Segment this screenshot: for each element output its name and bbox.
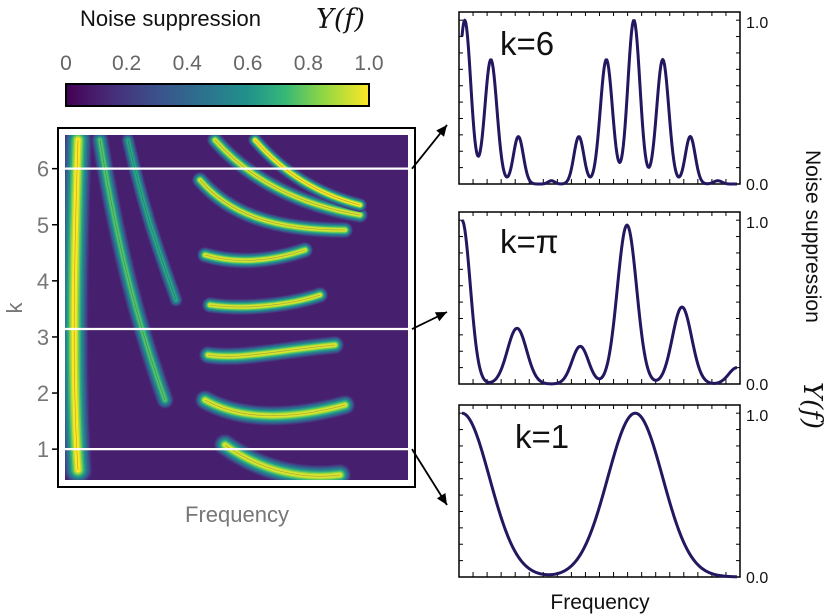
panel-frame bbox=[458, 404, 741, 578]
panel-k-label: k=1 bbox=[515, 418, 569, 455]
line-panels: 1.0 0.0 k=6 1.0 0.0 k=π 1.0 0.0 k=1 bbox=[458, 11, 768, 587]
colorbar-title: Noise suppression bbox=[80, 6, 261, 31]
panel-y-tick-label: 0.0 bbox=[746, 377, 768, 394]
heatmap-band bbox=[208, 293, 322, 309]
heatmap-band bbox=[253, 138, 362, 207]
highlighted-rows bbox=[65, 167, 408, 451]
line-x-label: Frequency bbox=[550, 591, 650, 614]
panel-y-tick-label: 1.0 bbox=[746, 408, 768, 425]
shared-y-label: Noise suppression Υ(f) bbox=[797, 150, 827, 429]
heatmap-contour bbox=[209, 294, 321, 308]
series-line bbox=[460, 219, 738, 386]
colorbar-title-math: Υ(f) bbox=[316, 4, 365, 35]
k-tick-label: 2 bbox=[37, 381, 49, 406]
panel-y-tick-label: 1.0 bbox=[746, 215, 768, 232]
colorbar-tick-label: 0.6 bbox=[233, 52, 262, 75]
heatmap-panel: 1 2 3 4 5 6 k Frequency bbox=[2, 127, 416, 527]
colorbar-tick-label: 0 bbox=[60, 52, 72, 75]
arrow-head bbox=[434, 312, 447, 322]
colorbar: Noise suppression Υ(f) 0 0.2 0.4 0.6 0.8 1.0 bbox=[60, 4, 384, 107]
heatmap-contour bbox=[204, 249, 306, 261]
shared-y-label-text: Noise suppression bbox=[801, 150, 824, 323]
heatmap-band bbox=[198, 178, 347, 232]
k-axis-ticks: 1 2 3 4 5 6 bbox=[37, 157, 58, 462]
heatmap-band bbox=[126, 138, 178, 302]
k-tick-label: 4 bbox=[37, 269, 49, 294]
k-tick-label: 3 bbox=[37, 325, 49, 350]
heatmap-contour bbox=[214, 139, 361, 216]
arrows bbox=[411, 124, 448, 506]
colorbar-tick-label: 0.2 bbox=[112, 52, 141, 75]
heatmap-contour bbox=[224, 444, 341, 477]
heatmap-band bbox=[71, 137, 81, 473]
heatmap-band bbox=[206, 343, 337, 359]
heatmap-x-label: Frequency bbox=[185, 502, 289, 527]
colorbar-gradient bbox=[65, 83, 370, 107]
heatmap-contour bbox=[127, 139, 177, 301]
panel-y-tick-label: 1.0 bbox=[746, 15, 768, 32]
heatmap-contour bbox=[204, 399, 346, 416]
heatmap-contour bbox=[73, 139, 79, 471]
colorbar-tick-label: 0.4 bbox=[173, 52, 203, 75]
panel-k-label: k=6 bbox=[500, 25, 554, 62]
k-axis-label: k bbox=[2, 302, 27, 314]
heatmap-band bbox=[203, 248, 307, 263]
k-tick-label: 6 bbox=[37, 157, 49, 182]
colorbar-tick-label: 0.8 bbox=[294, 52, 323, 75]
panel-frame bbox=[458, 11, 741, 185]
heatmap-band bbox=[213, 138, 362, 217]
heatmap-contour bbox=[99, 139, 166, 401]
arrow-head bbox=[436, 493, 447, 505]
colorbar-tick-label: 1.0 bbox=[354, 52, 383, 75]
panel-y-tick-label: 0.0 bbox=[746, 177, 768, 194]
heatmap-contour bbox=[199, 179, 346, 231]
line-panel-0: 1.0 0.0 k=6 bbox=[458, 11, 768, 194]
colorbar-tick-labels: 0 0.2 0.4 0.6 0.8 1.0 bbox=[60, 52, 383, 75]
k-tick-label: 1 bbox=[37, 437, 49, 462]
heatmap-lobes bbox=[65, 135, 368, 480]
heatmap-band bbox=[222, 442, 343, 479]
heatmap-contour bbox=[207, 344, 336, 357]
heatmap-band bbox=[98, 138, 167, 402]
panel-y-tick-label: 0.0 bbox=[746, 570, 768, 587]
series-line bbox=[460, 18, 738, 186]
k-tick-label: 5 bbox=[37, 213, 49, 238]
series-line bbox=[461, 411, 738, 579]
line-panel-1: 1.0 0.0 k=π bbox=[458, 211, 768, 394]
heatmap-contour bbox=[254, 139, 361, 206]
heatmap-band bbox=[203, 398, 347, 418]
line-panel-2: 1.0 0.0 k=1 bbox=[458, 404, 768, 587]
arrow-head bbox=[436, 125, 447, 137]
panel-k-label: k=π bbox=[500, 223, 559, 260]
shared-y-label-math: Υ(f) bbox=[797, 382, 827, 429]
